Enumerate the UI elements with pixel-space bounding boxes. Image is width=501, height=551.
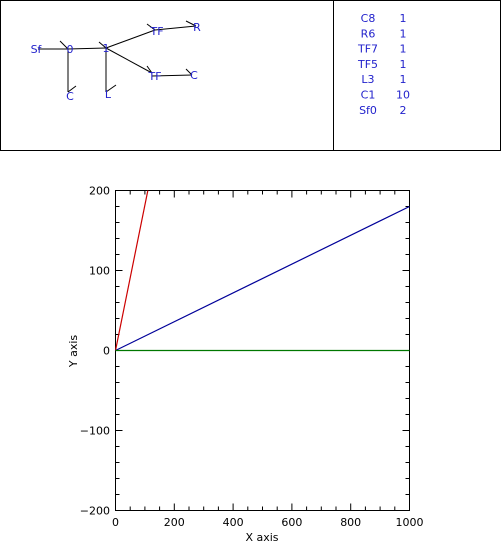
y-tick-label: 100 xyxy=(89,265,110,278)
bond-sf-0-arrow xyxy=(59,40,69,50)
table-cell-name: R6 xyxy=(361,27,376,40)
table-cell-count: 1 xyxy=(400,27,407,40)
table-cell-count: 10 xyxy=(396,89,410,102)
node-c-left: C xyxy=(66,90,74,103)
bond-0-1-arrow xyxy=(98,41,107,49)
table-cell-name: C8 xyxy=(361,12,376,25)
chart: 0 200 400 600 800 1000 −200 −100 0 100 200 X axis… xyxy=(67,185,424,545)
node-one-junction: 1 xyxy=(103,42,110,55)
bond-graph-labels: Sf 0 C 1 L TF R TF C xyxy=(31,21,202,103)
axis-ticks xyxy=(115,190,410,511)
x-tick-label: 1000 xyxy=(396,516,424,529)
bond-1-tf-mid-arrow xyxy=(146,65,153,74)
node-r: R xyxy=(193,21,201,34)
y-tick-labels: −200 −100 0 100 200 xyxy=(80,185,110,518)
bond-1-tf-mid xyxy=(105,47,153,74)
bond-tf-c-arrow xyxy=(185,68,193,76)
bond-tf-r-arrow xyxy=(185,20,197,27)
node-tf-mid: TF xyxy=(147,70,161,83)
series-line-2 xyxy=(115,205,410,352)
y-tick-label: −100 xyxy=(80,425,110,438)
bond-0-c-arrow xyxy=(67,85,77,93)
bond-tf-c xyxy=(151,74,193,77)
table-cell-name: TF5 xyxy=(357,58,378,71)
node-c-right: C xyxy=(190,69,198,82)
y-tick-label: 0 xyxy=(103,345,110,358)
bond-tf-r xyxy=(154,25,197,31)
top-panel-frame xyxy=(0,0,501,151)
table-cell-name: Sf0 xyxy=(359,104,377,117)
table-cell-count: 2 xyxy=(400,104,407,117)
y-axis-label: Y axis xyxy=(67,335,80,369)
table-cell-count: 1 xyxy=(400,43,407,56)
bond-0-1 xyxy=(67,47,107,50)
x-tick-label: 0 xyxy=(112,516,119,529)
y-tick-label: 200 xyxy=(89,185,110,198)
component-table: C8 1 R6 1 TF7 1 TF5 1 L3 1 C1 10 Sf0 2 xyxy=(357,12,410,117)
chart-series xyxy=(114,190,410,352)
x-tick-labels: 0 200 400 600 800 1000 xyxy=(112,516,424,529)
bond-1-tf-top-arrow xyxy=(146,23,156,31)
x-tick-label: 400 xyxy=(223,516,244,529)
table-cell-name: TF7 xyxy=(357,43,378,56)
bond-1-l-arrow xyxy=(105,84,117,93)
node-sf: Sf xyxy=(31,43,43,56)
table-cell-count: 1 xyxy=(400,73,407,86)
table-cell-name: C1 xyxy=(361,89,376,102)
node-tf-top: TF xyxy=(149,25,163,38)
series-line-1 xyxy=(114,190,149,351)
table-cell-name: L3 xyxy=(361,73,374,86)
x-axis-label: X axis xyxy=(245,531,278,544)
x-tick-label: 600 xyxy=(281,516,302,529)
y-tick-label: −200 xyxy=(80,505,110,518)
x-tick-label: 200 xyxy=(164,516,185,529)
x-tick-label: 800 xyxy=(340,516,361,529)
bond-1-tf-top xyxy=(105,29,156,49)
table-cell-count: 1 xyxy=(400,12,407,25)
node-l: L xyxy=(105,88,112,101)
node-zero-junction: 0 xyxy=(67,43,74,56)
bond-graph-diagram xyxy=(38,20,197,93)
table-cell-count: 1 xyxy=(400,58,407,71)
